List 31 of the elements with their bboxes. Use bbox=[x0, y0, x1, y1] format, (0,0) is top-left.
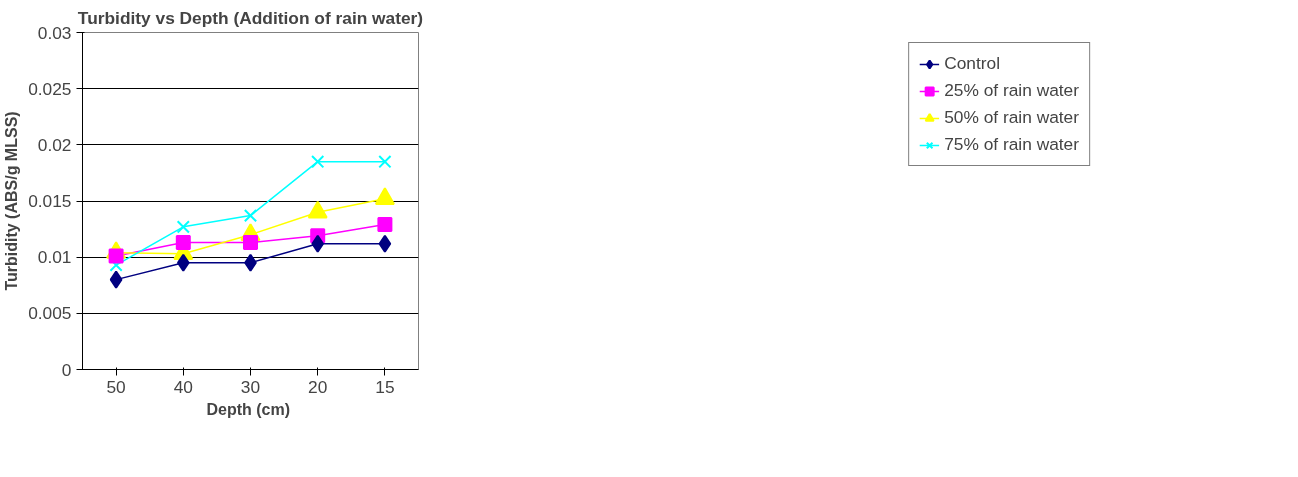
y-axis-title: Turbidity (ABS/g MLSS) bbox=[3, 111, 21, 291]
point bbox=[378, 234, 392, 253]
y-tick-label: 0.005 bbox=[28, 303, 72, 324]
point bbox=[377, 217, 393, 233]
x-tick-label: 40 bbox=[173, 376, 193, 397]
point bbox=[311, 234, 325, 253]
legend-label: Control bbox=[944, 53, 1001, 74]
legend-label: 50% of rain water bbox=[944, 107, 1079, 128]
y-tick-label: 0.025 bbox=[28, 78, 72, 99]
legend-label: 25% of rain water bbox=[944, 80, 1079, 101]
point bbox=[109, 270, 123, 289]
point bbox=[176, 253, 190, 272]
x-tick-label: 30 bbox=[240, 376, 261, 397]
y-tick-label: 0 bbox=[61, 359, 72, 380]
point bbox=[243, 208, 258, 223]
point bbox=[243, 235, 258, 251]
x-tick-label: 50 bbox=[106, 376, 126, 397]
point bbox=[175, 235, 191, 251]
point bbox=[311, 155, 325, 169]
x-axis-title: Depth (cm) bbox=[206, 400, 291, 418]
x-tick-label: 15 bbox=[375, 376, 395, 397]
y-tick-label: 0.02 bbox=[37, 134, 72, 155]
point bbox=[176, 220, 190, 234]
point bbox=[108, 248, 124, 264]
y-tick-label: 0.01 bbox=[37, 247, 72, 268]
point bbox=[378, 155, 392, 169]
legend-label: 75% of rain water bbox=[944, 134, 1079, 155]
chart-title: Turbidity vs Depth (Addition of rain water) bbox=[77, 7, 424, 28]
y-tick-label: 0.015 bbox=[28, 191, 72, 211]
y-tick-label: 0.03 bbox=[37, 22, 72, 43]
x-tick-label: 20 bbox=[308, 376, 328, 397]
